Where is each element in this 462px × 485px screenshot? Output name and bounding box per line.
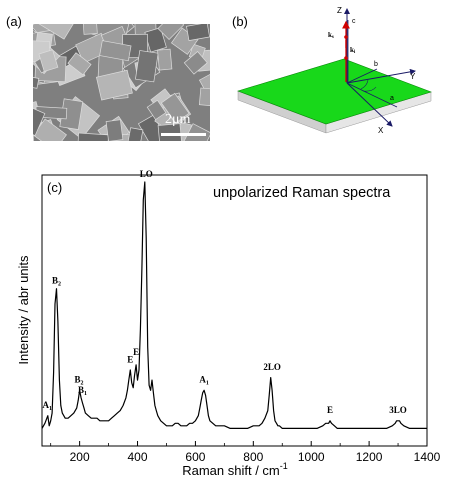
peak-label: 3LO [389, 405, 407, 415]
peak-label: A1 [42, 400, 52, 412]
panel-label-b: (b) [232, 14, 248, 29]
peak-label: E [133, 347, 139, 357]
z-axis-label: Z [337, 6, 342, 15]
peak-label-sub: 2 [81, 381, 84, 387]
panel-label-c: (c) [47, 180, 62, 195]
ks-dot [344, 35, 348, 39]
chart-title: unpolarized Raman spectra [213, 185, 391, 201]
panel-label-a: (a) [6, 14, 22, 29]
sem-plate [33, 73, 40, 89]
peak-label: B2 [75, 375, 84, 387]
x-axis-title-main: Raman shift / cm [182, 463, 280, 478]
x-tick-label: 400 [128, 450, 148, 464]
x-tick-label: 600 [185, 450, 205, 464]
b-vector-label: b [374, 61, 378, 68]
sem-plate [135, 50, 159, 83]
b-vector [346, 68, 378, 84]
x-axis-label: X [378, 126, 384, 135]
sem-texture [33, 24, 210, 141]
x-ticks: 200 400 600 800 1000 1200 1400 [50, 441, 441, 464]
ki-sub: i [354, 50, 356, 55]
sem-plate [198, 87, 210, 107]
peak-label: E [327, 405, 333, 415]
scale-bar [161, 133, 206, 136]
sem-plate [95, 69, 133, 101]
y-axis-title: Intensity / abr units [16, 255, 31, 365]
x-tick-label: 800 [243, 450, 263, 464]
sem-plate [127, 127, 144, 141]
sem-plate [33, 104, 46, 136]
spectrum-line [41, 181, 427, 429]
sem-plate [157, 123, 183, 141]
sem-plate [157, 24, 185, 41]
spectrum-series [41, 181, 427, 429]
sem-plate [157, 48, 173, 71]
sem-plate [81, 24, 98, 35]
sem-micrograph: 2μm [33, 24, 210, 141]
peak-label: LO [140, 169, 153, 179]
peak-label: A1 [199, 375, 209, 387]
sem-plate [76, 132, 109, 141]
peak-label-sub: 2 [58, 282, 61, 288]
scale-bar-label: 2μm [165, 112, 191, 127]
sem-plate [186, 24, 210, 41]
crystal-slab-top [237, 58, 432, 125]
ki-dot [344, 56, 348, 60]
sem-plate [99, 40, 132, 62]
sem-plate [105, 119, 124, 141]
peak-label: 2LO [263, 362, 281, 372]
ki-label: ki [350, 46, 356, 55]
a-vector-label: a [390, 95, 394, 102]
x-axis-title: Raman shift / cm-1 [182, 461, 288, 478]
angle-arc-2 [362, 86, 377, 92]
sem-plate [67, 52, 92, 76]
peak-label-sub: 1 [84, 391, 87, 397]
peak-label: B2 [52, 276, 61, 288]
c-vector-label: c [352, 18, 356, 25]
x-tick-label: 1400 [414, 450, 441, 464]
x-tick-label: 1200 [356, 450, 383, 464]
x-tick-label: 200 [70, 450, 90, 464]
x-axis-title-sup: -1 [280, 461, 288, 471]
sem-plate [179, 123, 210, 141]
sem-plate [160, 92, 190, 124]
ks-label: ks [328, 31, 334, 40]
a-vector [346, 82, 398, 108]
sem-plate [38, 49, 59, 72]
sem-plate [146, 99, 167, 121]
x-axis [346, 82, 393, 127]
x-tick-label: 1000 [298, 450, 325, 464]
peak-label: E [127, 354, 133, 364]
peak-label: B1 [78, 385, 87, 397]
plot-frame [41, 174, 428, 447]
ks-sub: s [332, 35, 334, 40]
scattering-geometry-diagram: Z c ks ki Y b X a [237, 6, 432, 135]
sem-plate [37, 24, 81, 40]
y-axis [346, 68, 416, 84]
angle-arc [360, 79, 369, 90]
peak-label-sub: 1 [206, 381, 209, 387]
raman-spectrum-chart: (c) unpolarized Raman spectra 200 400 600 8… [16, 169, 441, 478]
peak-label-sub: 1 [49, 406, 52, 412]
sem-plate [183, 50, 208, 75]
y-axis-label: Y [410, 72, 416, 81]
